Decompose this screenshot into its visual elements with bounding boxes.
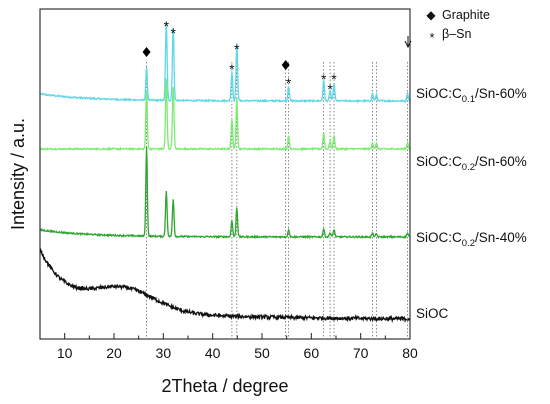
series-label: SiOC:C0.2/Sn-40% bbox=[416, 230, 527, 249]
x-tick-label: 60 bbox=[304, 345, 320, 361]
reference-lines bbox=[146, 62, 408, 339]
series-label-main: SiOC bbox=[416, 306, 449, 321]
x-tick-label: 80 bbox=[402, 345, 418, 361]
x-tick-label: 50 bbox=[254, 345, 270, 361]
series-group bbox=[39, 21, 411, 324]
legend-graphite-label: Graphite bbox=[442, 8, 490, 22]
sn-marker: * bbox=[331, 71, 337, 87]
series-label-suffix: /Sn-60% bbox=[475, 154, 527, 169]
x-tick-label: 30 bbox=[156, 345, 172, 361]
down-arrow-icon bbox=[404, 40, 412, 49]
series-labels: SiOC:C0.1/Sn-60%SiOC:C0.2/Sn-60%SiOC:C0.… bbox=[416, 86, 527, 321]
legend-sn-symbol: * bbox=[429, 30, 434, 45]
series-line bbox=[39, 21, 411, 104]
plot-frame bbox=[39, 8, 411, 340]
graphite-marker bbox=[281, 60, 290, 70]
sn-marker: * bbox=[234, 41, 240, 57]
x-axis-label: 2Theta / degree bbox=[161, 376, 288, 396]
x-axis: 10 20 30 40 50 60 70 80 bbox=[39, 333, 418, 361]
series-label-subscript: 0.2 bbox=[462, 162, 475, 173]
sn-marker: * bbox=[229, 61, 235, 77]
series-label-main: SiOC:C bbox=[416, 86, 462, 101]
series-label-suffix: /Sn-40% bbox=[475, 230, 527, 245]
series-label-subscript: 0.2 bbox=[462, 238, 475, 249]
sn-marker: * bbox=[170, 25, 176, 41]
legend-sn-label: β–Sn bbox=[442, 27, 471, 41]
sn-marker: * bbox=[321, 71, 327, 87]
series-label: SiOC:C0.1/Sn-60% bbox=[416, 86, 527, 105]
sn-marker: * bbox=[327, 81, 333, 97]
y-axis-label: Intensity / a.u. bbox=[8, 118, 28, 230]
x-tick-label: 70 bbox=[353, 345, 369, 361]
sn-marker: * bbox=[164, 18, 170, 34]
series-label-subscript: 0.1 bbox=[462, 94, 475, 105]
series-label: SiOC:C0.2/Sn-60% bbox=[416, 154, 527, 173]
sn-marker: * bbox=[286, 75, 292, 91]
x-tick-label: 10 bbox=[57, 345, 73, 361]
x-tick-label: 40 bbox=[205, 345, 221, 361]
series-label-main: SiOC:C bbox=[416, 154, 462, 169]
peak-markers: * **** *** bbox=[142, 18, 337, 97]
graphite-marker bbox=[142, 47, 151, 57]
legend: ◆ Graphite * β–Sn bbox=[404, 8, 490, 49]
series-label: SiOC bbox=[416, 306, 449, 321]
series-label-main: SiOC:C bbox=[416, 230, 462, 245]
series-line bbox=[39, 146, 411, 240]
series-line bbox=[39, 78, 411, 152]
series-label-suffix: /Sn-60% bbox=[475, 86, 527, 101]
x-tick-label: 20 bbox=[106, 345, 122, 361]
legend-graphite-symbol: ◆ bbox=[426, 8, 436, 22]
series-line bbox=[39, 247, 411, 324]
